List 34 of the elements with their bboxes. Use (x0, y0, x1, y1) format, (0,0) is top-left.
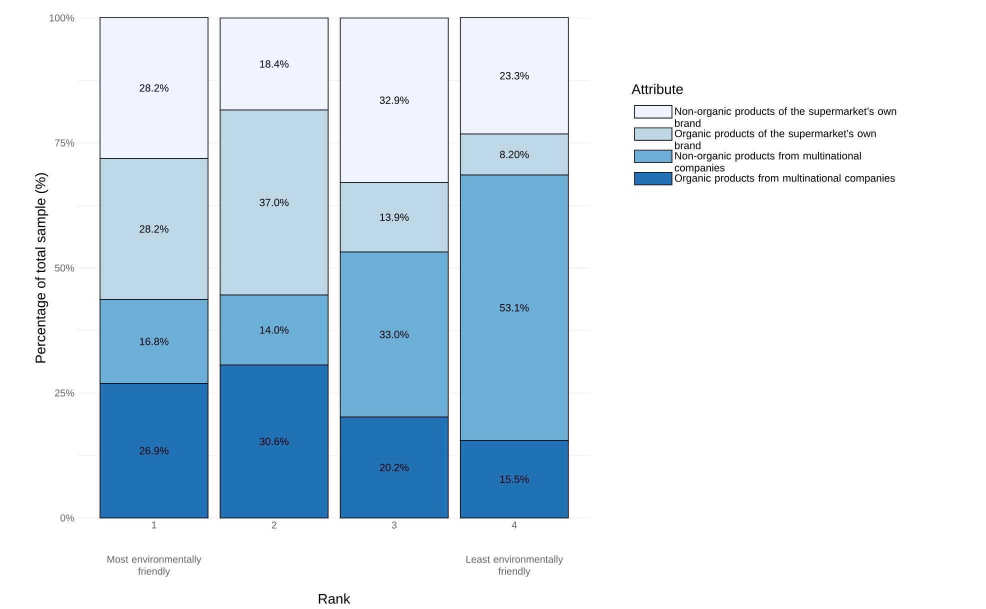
y-tick-label: 0% (60, 514, 74, 522)
data-label: 33.0% (380, 330, 409, 338)
x-tick-label: 2 (272, 522, 276, 528)
y-tick-label: 75% (55, 139, 74, 146)
data-label: 30.6% (260, 438, 289, 446)
y-tick-label: 25% (55, 389, 74, 397)
data-label: 14.0% (260, 326, 289, 334)
data-label: 20.2% (380, 464, 409, 472)
legend-label: Organic products of the supermarket’s own brand (674, 130, 876, 150)
data-label: 28.2% (140, 225, 168, 233)
data-label: 18.4% (260, 60, 289, 68)
x-tick-label: 1 (152, 522, 156, 528)
data-label: 16.8% (140, 338, 168, 346)
y-axis-title: Percentage of total sample (%) (35, 173, 48, 363)
legend-title: Attribute (632, 84, 683, 94)
text: Most environmentally friendly (107, 556, 202, 577)
text: Least environmentally friendly (466, 556, 564, 577)
data-label: 15.5% (500, 476, 529, 483)
legend-label: Organic products from multinational companies (674, 174, 895, 184)
legend-label: Non-organic products of the supermarket’s own brand (675, 107, 896, 127)
y-tick-label: 100% (50, 14, 74, 22)
y-tick-label: 50% (54, 264, 74, 272)
legend-label: Non-organic products from multinational companies (674, 152, 861, 174)
data-label: 13.9% (380, 214, 409, 221)
data-label: 37.0% (260, 198, 289, 206)
data-label: 8.20% (500, 150, 529, 158)
data-label: 32.9% (380, 96, 409, 104)
x-tick-label: 4 (512, 522, 517, 528)
x-axis-title: Rank (318, 594, 350, 604)
data-label: 26.9% (140, 447, 168, 454)
data-label: 23.3% (500, 72, 529, 80)
data-label: 28.2% (140, 84, 168, 92)
data-label: 53.1% (500, 304, 529, 312)
x-tick-label: 3 (392, 522, 397, 529)
